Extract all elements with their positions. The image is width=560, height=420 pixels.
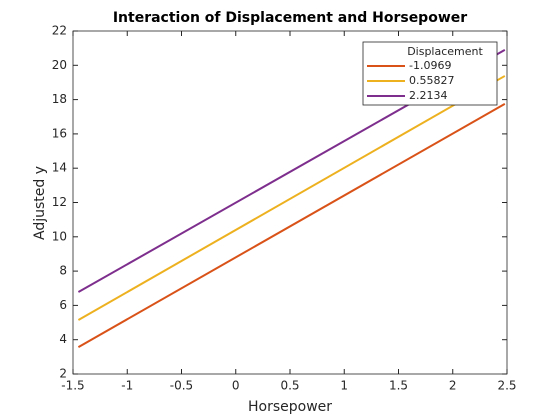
y-tick-label: 20 (52, 58, 67, 72)
y-axis-label: Adjusted y (32, 166, 48, 240)
y-tick-label: 4 (59, 332, 67, 346)
y-tick-label: 14 (52, 161, 67, 175)
x-tick-label: -0.5 (170, 379, 193, 393)
y-tick-label: 12 (52, 195, 67, 209)
legend-label: 2.2134 (409, 89, 448, 102)
x-tick-label: 1.5 (389, 379, 408, 393)
legend-title: Displacement (407, 45, 483, 58)
y-tick-label: 18 (52, 92, 67, 106)
x-tick-label: 2 (449, 379, 457, 393)
y-tick-label: 6 (59, 298, 67, 312)
y-tick-label: 2 (59, 367, 67, 381)
x-tick-label: -1.5 (61, 379, 84, 393)
legend-box (362, 41, 498, 106)
x-tick-label: 0.5 (280, 379, 299, 393)
chart-title: Interaction of Displacement and Horsepow… (113, 10, 467, 26)
y-tick-label: 16 (52, 126, 67, 140)
legend-label: -1.0969 (409, 59, 451, 72)
y-tick-label: 10 (52, 229, 67, 243)
x-tick-label: 1 (340, 379, 348, 393)
series-line (77, 75, 506, 321)
y-tick-label: 22 (52, 24, 67, 38)
series-line (77, 103, 506, 348)
x-tick-label: -1 (121, 379, 133, 393)
x-tick-label: 0 (232, 379, 240, 393)
y-tick-label: 8 (59, 264, 67, 278)
x-axis-label: Horsepower (248, 399, 332, 415)
legend-label: 0.55827 (409, 74, 455, 87)
x-tick-label: 2.5 (497, 379, 516, 393)
